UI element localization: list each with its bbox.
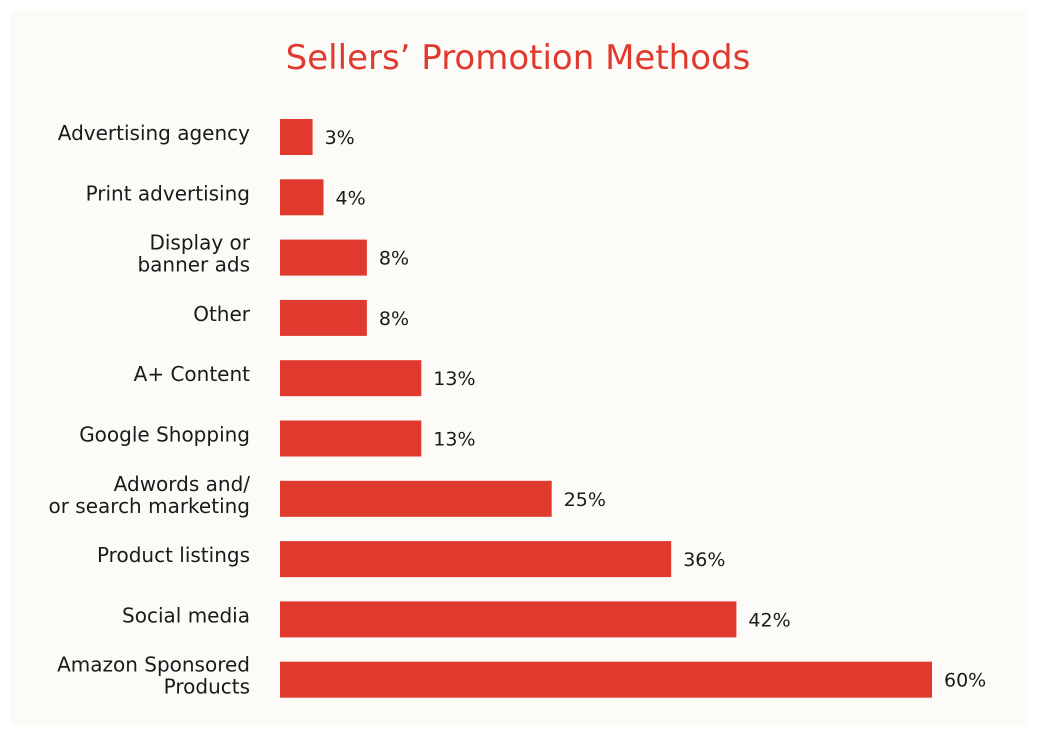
bar: [280, 480, 552, 517]
chart-title: Sellers’ Promotion Methods: [285, 38, 751, 78]
category-label: A+ Content: [134, 362, 250, 386]
bar: [280, 541, 672, 578]
category-label: Google Shopping: [79, 423, 250, 447]
category-label-line: Google Shopping: [79, 423, 250, 447]
category-label-line: Print advertising: [86, 181, 250, 205]
category-label-line: A+ Content: [134, 362, 250, 386]
category-label: Product listings: [97, 543, 250, 567]
bar: [280, 299, 367, 336]
category-label-line: Amazon Sponsored: [57, 653, 250, 677]
category-label: Advertising agency: [58, 121, 250, 145]
value-label: 36%: [683, 549, 725, 571]
value-label: 8%: [379, 308, 409, 330]
category-label-line: Display or: [149, 231, 250, 255]
value-label: 3%: [325, 127, 355, 149]
category-label: Social media: [122, 603, 250, 627]
value-label: 42%: [748, 609, 790, 631]
value-label: 60%: [944, 670, 986, 692]
bar: [280, 360, 422, 397]
value-label: 4%: [336, 187, 366, 209]
bar: [280, 601, 737, 638]
category-label-line: or search marketing: [48, 494, 250, 518]
category-label-line: Products: [164, 675, 250, 699]
bar: [280, 179, 324, 216]
category-label: Amazon Sponsored Products: [57, 653, 250, 699]
category-label-line: Adwords and/: [114, 472, 251, 496]
bar: [280, 661, 932, 698]
value-label: 13%: [433, 429, 475, 451]
category-label-line: Advertising agency: [58, 121, 250, 145]
bar: [280, 119, 313, 155]
value-label: 13%: [433, 368, 475, 390]
category-label-line: Social media: [122, 603, 250, 627]
category-label-line: Product listings: [97, 543, 250, 567]
value-label: 8%: [379, 248, 409, 270]
bar: [280, 420, 422, 457]
bar: [280, 239, 367, 276]
category-label: Print advertising: [86, 181, 250, 205]
value-label: 25%: [564, 489, 606, 511]
category-label-line: banner ads: [137, 253, 250, 277]
category-label-line: Other: [193, 302, 251, 326]
category-label: Other: [193, 302, 251, 326]
category-label: Adwords and/or search marketing: [48, 472, 250, 518]
category-label: Display or banner ads: [137, 231, 250, 277]
